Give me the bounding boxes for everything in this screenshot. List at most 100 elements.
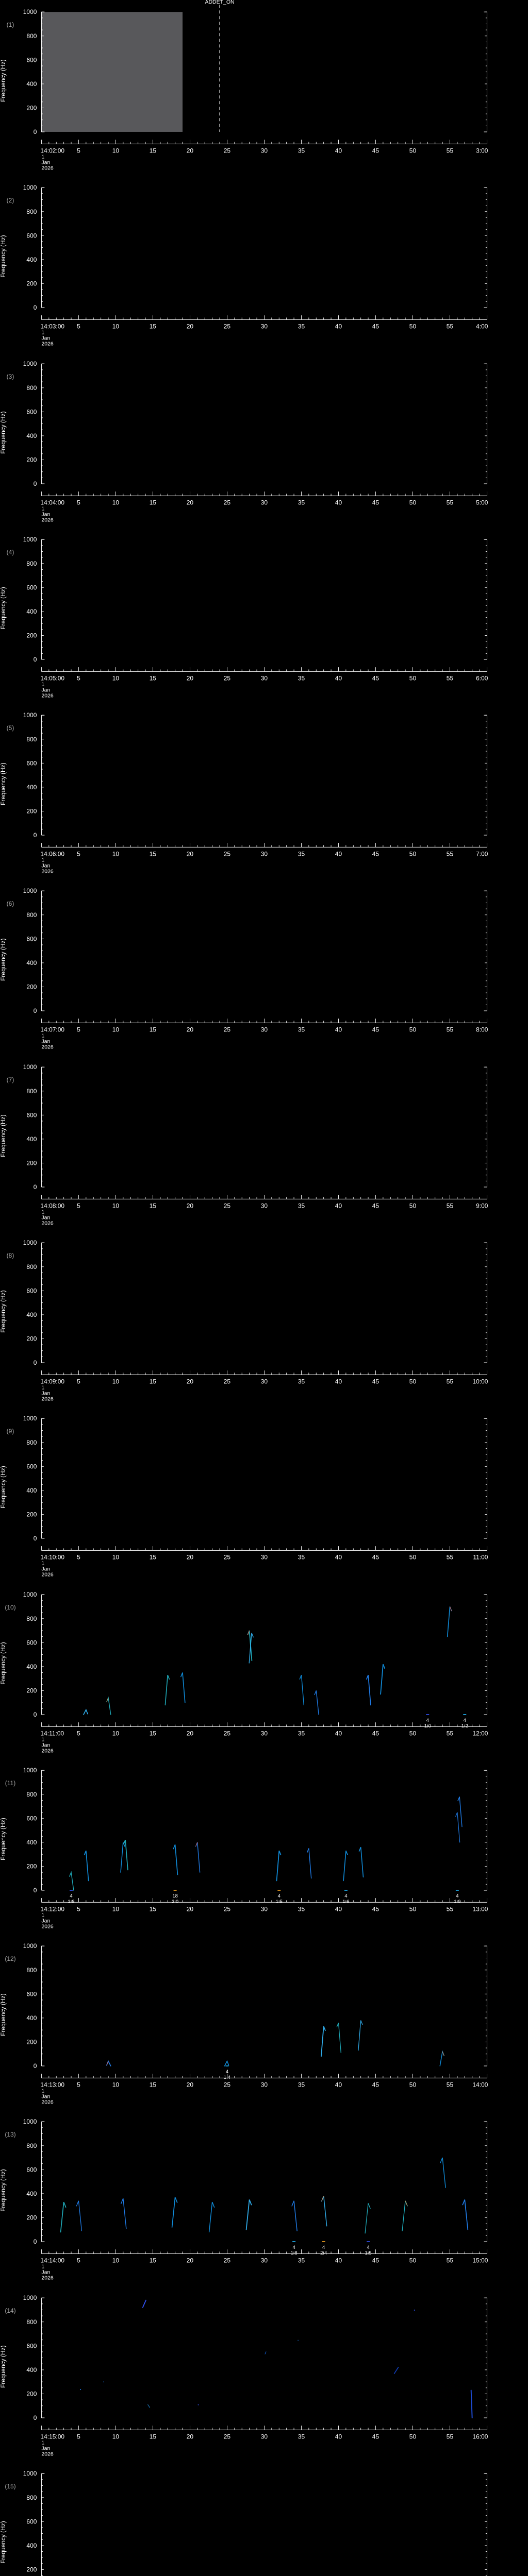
- svg-text:400: 400: [26, 959, 37, 967]
- svg-text:45: 45: [372, 147, 380, 154]
- svg-text:50: 50: [409, 1378, 417, 1385]
- svg-text:55: 55: [447, 674, 454, 682]
- svg-text:3:00: 3:00: [476, 147, 488, 154]
- svg-text:800: 800: [26, 1791, 37, 1798]
- svg-text:10: 10: [112, 674, 120, 682]
- svg-text:400: 400: [26, 1311, 37, 1318]
- svg-text:35: 35: [298, 851, 305, 858]
- svg-text:1: 1: [41, 2264, 44, 2270]
- svg-text:40: 40: [335, 1730, 342, 1737]
- svg-text:30: 30: [261, 851, 268, 858]
- svg-text:(5): (5): [7, 724, 14, 732]
- svg-text:5: 5: [77, 1378, 80, 1385]
- svg-text:0: 0: [34, 1007, 37, 1014]
- svg-text:20: 20: [187, 2433, 194, 2440]
- svg-text:Frequency (Hz): Frequency (Hz): [0, 1642, 7, 1685]
- svg-text:Frequency (Hz): Frequency (Hz): [0, 587, 7, 630]
- svg-text:10: 10: [112, 1905, 120, 1912]
- svg-text:Frequency (Hz): Frequency (Hz): [0, 2170, 7, 2212]
- svg-text:45: 45: [372, 1905, 380, 1912]
- svg-text:800: 800: [26, 2494, 37, 2501]
- svg-text:800: 800: [26, 560, 37, 567]
- svg-text:30: 30: [261, 1905, 268, 1912]
- svg-text:200: 200: [26, 984, 37, 991]
- svg-text:25: 25: [224, 2433, 231, 2440]
- svg-text:600: 600: [26, 2342, 37, 2349]
- svg-text:30: 30: [261, 1554, 268, 1561]
- svg-text:1: 1: [41, 1033, 44, 1039]
- svg-text:1: 1: [41, 330, 44, 336]
- svg-text:1: 1: [41, 154, 44, 160]
- svg-text:55: 55: [447, 1026, 454, 1033]
- svg-text:800: 800: [26, 32, 37, 40]
- svg-text:800: 800: [26, 1615, 37, 1622]
- svg-text:(2): (2): [7, 197, 14, 204]
- svg-text:(11): (11): [5, 1780, 15, 1787]
- svg-text:25: 25: [224, 851, 231, 858]
- svg-text:Jan: Jan: [41, 2270, 50, 2276]
- svg-text:200: 200: [26, 2390, 37, 2397]
- svg-text:9:00: 9:00: [476, 1202, 488, 1209]
- svg-text:1000: 1000: [23, 1063, 37, 1071]
- svg-text:Jan: Jan: [41, 1039, 50, 1045]
- svg-text:40: 40: [335, 323, 342, 330]
- svg-text:2026: 2026: [41, 2100, 53, 2106]
- svg-text:800: 800: [26, 2318, 37, 2325]
- svg-text:45: 45: [372, 1554, 380, 1561]
- svg-text:20: 20: [187, 1202, 194, 1209]
- svg-text:5: 5: [77, 1026, 80, 1033]
- svg-text:2026: 2026: [41, 165, 53, 171]
- svg-text:14:00: 14:00: [472, 2081, 488, 2089]
- svg-text:5: 5: [77, 2433, 80, 2440]
- svg-text:30: 30: [261, 147, 268, 154]
- svg-text:40: 40: [335, 851, 342, 858]
- svg-text:15: 15: [150, 1026, 157, 1033]
- svg-text:5: 5: [77, 2257, 80, 2264]
- svg-text:15: 15: [150, 1202, 157, 1209]
- svg-text:20: 20: [187, 2081, 194, 2089]
- svg-text:50: 50: [409, 1730, 417, 1737]
- svg-text:55: 55: [447, 1378, 454, 1385]
- svg-text:15: 15: [150, 2081, 157, 2089]
- svg-text:400: 400: [26, 1839, 37, 1846]
- svg-text:Frequency (Hz): Frequency (Hz): [0, 1114, 7, 1157]
- svg-text:55: 55: [447, 2433, 454, 2440]
- svg-text:45: 45: [372, 499, 380, 506]
- svg-text:25: 25: [224, 1730, 231, 1737]
- svg-text:40: 40: [335, 2257, 342, 2264]
- svg-text:10: 10: [112, 2257, 120, 2264]
- svg-text:20: 20: [187, 674, 194, 682]
- svg-text:1: 1: [41, 1737, 44, 1742]
- svg-text:5: 5: [77, 2081, 80, 2089]
- svg-text:15: 15: [150, 674, 157, 682]
- svg-text:Frequency (Hz): Frequency (Hz): [0, 59, 7, 102]
- svg-text:Frequency (Hz): Frequency (Hz): [0, 939, 7, 981]
- svg-text:Jan: Jan: [41, 1742, 50, 1748]
- svg-text:1: 1: [41, 682, 44, 687]
- svg-text:Jan: Jan: [41, 1391, 50, 1396]
- svg-text:5: 5: [77, 1202, 80, 1209]
- svg-text:55: 55: [447, 1202, 454, 1209]
- svg-text:40: 40: [335, 674, 342, 682]
- svg-text:5: 5: [77, 323, 80, 330]
- svg-text:Jan: Jan: [41, 2446, 50, 2451]
- svg-text:45: 45: [372, 674, 380, 682]
- svg-text:(4): (4): [7, 549, 14, 556]
- svg-text:1000: 1000: [23, 2294, 37, 2301]
- svg-text:10: 10: [112, 147, 120, 154]
- svg-text:200: 200: [26, 280, 37, 287]
- svg-text:0: 0: [34, 656, 37, 663]
- svg-text:30: 30: [261, 1026, 268, 1033]
- svg-text:Frequency (Hz): Frequency (Hz): [0, 1466, 7, 1509]
- svg-text:55: 55: [447, 1554, 454, 1561]
- svg-text:600: 600: [26, 408, 37, 415]
- svg-text:30: 30: [261, 674, 268, 682]
- svg-text:1000: 1000: [23, 1942, 37, 1950]
- svg-text:15: 15: [150, 1730, 157, 1737]
- svg-text:600: 600: [26, 1111, 37, 1118]
- svg-text:14:13:00: 14:13:00: [40, 2081, 64, 2089]
- svg-text:Jan: Jan: [41, 2094, 50, 2100]
- svg-text:Jan: Jan: [41, 336, 50, 342]
- svg-text:5: 5: [77, 499, 80, 506]
- svg-text:(15): (15): [5, 2483, 15, 2490]
